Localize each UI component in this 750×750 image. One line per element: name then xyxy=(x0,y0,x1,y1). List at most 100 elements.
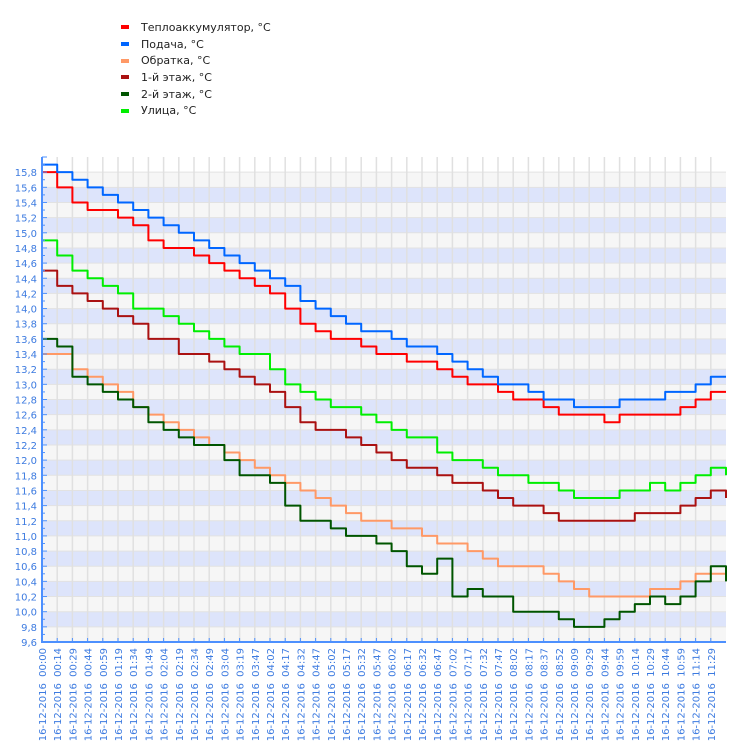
x-tick-label: 16-12-2016 00:59 xyxy=(99,648,110,741)
y-tick-label: 13,0 xyxy=(15,380,37,391)
x-tick-label: 16-12-2016 03:19 xyxy=(236,648,247,741)
grid-band xyxy=(42,247,726,264)
legend-item[interactable]: Теплоаккумулятор, °C xyxy=(118,19,271,36)
y-tick-label: 10,8 xyxy=(15,547,37,558)
grid-band xyxy=(42,217,726,233)
x-tick-label: 16-12-2016 07:32 xyxy=(479,648,490,741)
x-tick-label: 16-12-2016 11:14 xyxy=(692,648,703,741)
legend: Теплоаккумулятор, °C Подача, °C Обратка,… xyxy=(118,19,271,119)
x-tick-label: 16-12-2016 11:29 xyxy=(707,648,718,741)
grid-band xyxy=(42,338,726,355)
grid-band xyxy=(42,157,726,173)
y-tick-label: 15,6 xyxy=(15,183,37,194)
grid-band xyxy=(42,566,726,582)
x-tick-label: 16-12-2016 08:37 xyxy=(540,648,551,741)
legend-label: Теплоаккумулятор, °C xyxy=(141,20,271,34)
x-tick-label: 16-12-2016 06:17 xyxy=(403,648,414,741)
legend-swatch xyxy=(121,42,129,47)
x-tick-label: 16-12-2016 02:19 xyxy=(175,648,186,741)
legend-label: 2-й этаж, °C xyxy=(141,87,212,101)
y-tick-label: 12,2 xyxy=(15,441,37,452)
x-tick-label: 16-12-2016 01:34 xyxy=(129,648,140,741)
x-tick-label: 16-12-2016 10:14 xyxy=(631,648,642,741)
grid-band xyxy=(42,490,726,506)
legend-label: 1-й этаж, °C xyxy=(141,70,212,84)
x-tick-label: 16-12-2016 05:17 xyxy=(342,648,353,741)
y-tick-label: 11,8 xyxy=(15,471,37,482)
y-tick-label: 9,8 xyxy=(21,623,37,634)
grid-band xyxy=(42,263,726,279)
y-tick-label: 9,6 xyxy=(21,638,37,649)
legend-swatch xyxy=(121,75,129,80)
x-tick-label: 16-12-2016 08:02 xyxy=(509,648,520,741)
y-tick-label: 13,6 xyxy=(15,335,37,346)
x-tick-label: 16-12-2016 10:59 xyxy=(676,648,687,741)
grid-band xyxy=(42,429,726,445)
x-tick-label: 16-12-2016 00:29 xyxy=(68,648,79,741)
grid-band xyxy=(42,596,726,612)
x-tick-label: 16-12-2016 02:34 xyxy=(190,648,201,741)
legend-item[interactable]: Улица, °C xyxy=(118,102,271,119)
y-tick-label: 11,2 xyxy=(15,517,37,528)
grid-band xyxy=(42,369,726,385)
grid-band xyxy=(42,611,726,627)
y-tick-label: 15,0 xyxy=(15,229,37,240)
y-tick-label: 15,2 xyxy=(15,214,37,225)
y-tick-label: 13,8 xyxy=(15,320,37,331)
x-tick-label: 16-12-2016 03:47 xyxy=(251,648,262,741)
x-tick-label: 16-12-2016 01:19 xyxy=(114,648,125,741)
grid-band xyxy=(42,399,726,415)
x-tick-label: 16-12-2016 07:17 xyxy=(464,648,475,741)
x-tick-label: 16-12-2016 01:49 xyxy=(144,648,155,741)
legend-item[interactable]: 1-й этаж, °C xyxy=(118,69,271,86)
series-line-0 xyxy=(42,171,726,424)
x-tick-label: 16-12-2016 04:47 xyxy=(312,648,323,741)
legend-swatch xyxy=(121,25,129,30)
y-tick-label: 14,8 xyxy=(15,244,37,255)
x-tick-label: 16-12-2016 10:44 xyxy=(661,648,672,741)
legend-item[interactable]: Подача, °C xyxy=(118,36,271,53)
grid-band xyxy=(42,384,726,400)
x-tick-label: 16-12-2016 06:02 xyxy=(388,648,399,741)
y-tick-label: 12,6 xyxy=(15,411,37,422)
x-tick-label: 16-12-2016 02:04 xyxy=(160,648,171,741)
x-tick-label: 16-12-2016 08:52 xyxy=(555,648,566,741)
y-tick-label: 15,8 xyxy=(15,168,37,179)
y-tick-label: 10,6 xyxy=(15,562,37,573)
y-tick-label: 10,0 xyxy=(15,608,37,619)
x-tick-label: 16-12-2016 05:47 xyxy=(372,648,383,741)
grid-band xyxy=(42,308,726,324)
y-tick-label: 11,6 xyxy=(15,486,37,497)
x-tick-label: 16-12-2016 09:44 xyxy=(600,648,611,741)
grid-band xyxy=(42,232,726,248)
legend-label: Подача, °C xyxy=(141,37,204,51)
y-tick-label: 10,4 xyxy=(15,577,37,588)
grid-band xyxy=(42,293,726,309)
x-tick-label: 16-12-2016 10:29 xyxy=(646,648,657,741)
y-tick-label: 12,8 xyxy=(15,396,37,407)
y-tick-label: 12,4 xyxy=(15,426,37,437)
y-tick-label: 11,4 xyxy=(15,502,37,513)
grid-band xyxy=(42,551,726,567)
x-tick-label: 16-12-2016 04:17 xyxy=(281,648,292,741)
x-tick-label: 16-12-2016 07:02 xyxy=(448,648,459,741)
series-line-5 xyxy=(42,239,727,500)
x-tick-label: 16-12-2016 08:17 xyxy=(524,648,535,741)
x-tick-label: 16-12-2016 06:47 xyxy=(433,648,444,741)
x-tick-label: 16-12-2016 04:32 xyxy=(296,648,307,741)
series-line-1 xyxy=(42,163,726,409)
legend-item[interactable]: 2-й этаж, °C xyxy=(118,86,271,103)
legend-item[interactable]: Обратка, °C xyxy=(118,52,271,69)
x-tick-label: 16-12-2016 09:59 xyxy=(616,648,627,741)
y-tick-label: 11,0 xyxy=(15,532,37,543)
x-tick-label: 16-12-2016 09:29 xyxy=(585,648,596,741)
x-tick-label: 16-12-2016 07:47 xyxy=(494,648,505,741)
y-tick-label: 13,4 xyxy=(15,350,37,361)
grid-band xyxy=(42,475,726,491)
legend-label: Улица, °C xyxy=(141,104,197,118)
x-tick-label: 16-12-2016 06:32 xyxy=(418,648,429,741)
grid-band xyxy=(42,202,726,218)
grid-band xyxy=(42,505,726,521)
legend-label: Обратка, °C xyxy=(141,54,211,68)
